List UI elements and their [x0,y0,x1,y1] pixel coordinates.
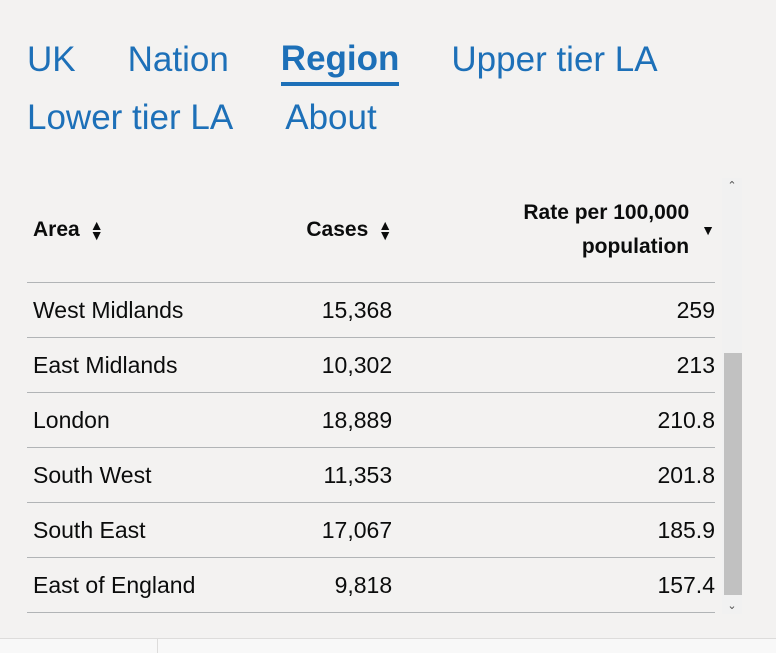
cell-cases: 18,889 [270,392,393,448]
cell-cases: 11,353 [270,447,393,503]
header-rate[interactable]: Rate per 100,000 population ▼ [392,178,715,283]
table-row: West Midlands 15,368 259 [27,282,715,338]
tab-lower-tier-la[interactable]: Lower tier LA [27,98,234,137]
region-table: Area ▲ ▼ Cases ▲ ▼ Rate per 100,000 populati… [27,178,715,613]
bottom-panel-edge [0,638,776,653]
cell-area: South West [27,447,271,503]
header-area-label: Area [33,218,80,241]
cell-rate: 157.4 [392,557,715,613]
header-rate-text: Rate per 100,000 population [523,196,689,264]
scroll-down-arrow-icon[interactable]: ⌄ [727,600,737,612]
sort-both-icon: ▲ ▼ [89,217,104,244]
tab-row-1: UK Nation Region Upper tier LA [27,36,747,94]
area-type-tabs: UK Nation Region Upper tier LA Lower tie… [27,36,747,152]
bottom-divider [157,639,158,653]
header-rate-line1: Rate per 100,000 [523,201,690,224]
cell-rate: 201.8 [392,447,715,503]
cell-area: East of England [27,557,271,613]
header-cases[interactable]: Cases ▲ ▼ [270,178,393,283]
table-row: East of England 9,818 157.4 [27,557,715,613]
header-rate-line2: population [581,235,690,258]
tab-uk[interactable]: UK [27,40,76,79]
tab-about[interactable]: About [285,98,377,137]
table-row: South West 11,353 201.8 [27,447,715,503]
cell-cases: 15,368 [270,282,393,338]
cell-area: South East [27,502,271,558]
cell-area: East Midlands [27,337,271,393]
tab-row-2: Lower tier LA About [27,94,747,152]
table-header-row: Area ▲ ▼ Cases ▲ ▼ Rate per 100,000 populati… [27,178,715,283]
cell-cases: 10,302 [270,337,393,393]
cell-rate: 213 [392,337,715,393]
cell-area: London [27,392,271,448]
table-row: South East 17,067 185.9 [27,502,715,558]
cell-rate: 259 [392,282,715,338]
table-row: London 18,889 210.8 [27,392,715,448]
header-area[interactable]: Area ▲ ▼ [27,178,271,283]
table-row: East Midlands 10,302 213 [27,337,715,393]
cell-cases: 9,818 [270,557,393,613]
table-scrollbar[interactable]: ⌃ ⌄ [722,178,742,614]
sort-both-icon: ▲ ▼ [378,217,393,244]
cell-rate: 185.9 [392,502,715,558]
tab-upper-tier-la[interactable]: Upper tier LA [451,40,658,79]
cell-area: West Midlands [27,282,271,338]
tab-region[interactable]: Region [280,36,400,86]
scroll-up-arrow-icon[interactable]: ⌃ [727,180,737,192]
sort-descending-icon: ▼ [701,222,715,238]
cell-cases: 17,067 [270,502,393,558]
region-table-container: Area ▲ ▼ Cases ▲ ▼ Rate per 100,000 populati… [27,178,717,616]
scrollbar-thumb[interactable] [724,353,742,595]
header-cases-label: Cases [306,218,369,241]
cell-rate: 210.8 [392,392,715,448]
tab-nation[interactable]: Nation [127,40,229,79]
